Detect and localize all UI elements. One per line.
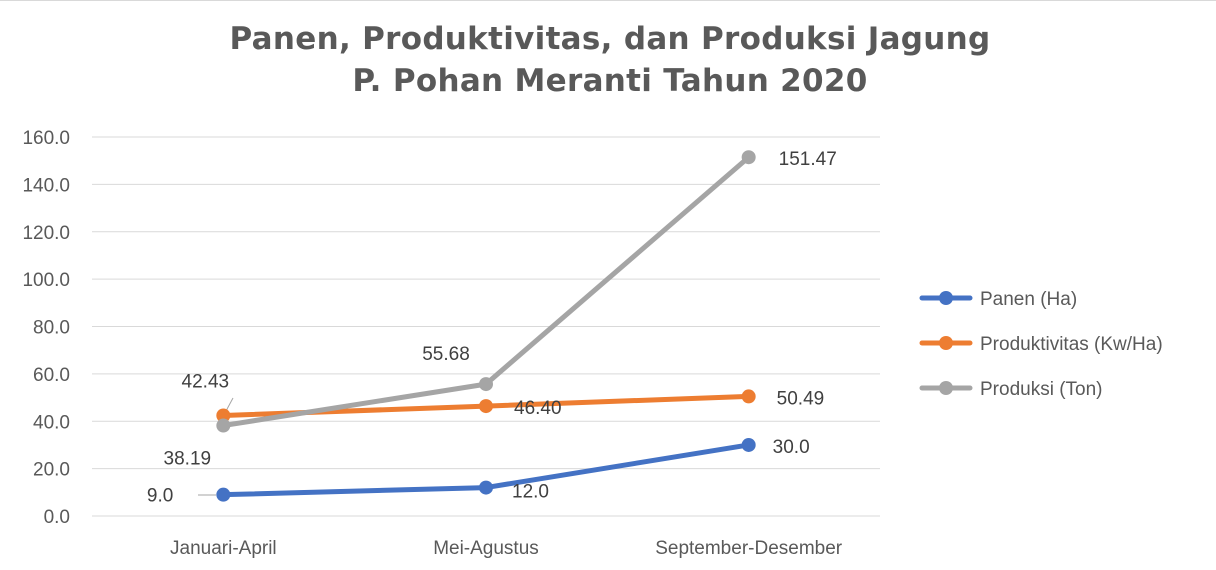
legend-label: Produksi (Ton) [980, 379, 1103, 400]
y-axis-ticks: 0.0 20.0 40.0 60.0 80.0 100.0 120.0 140.0 160.0 [22, 128, 70, 528]
data-point [216, 418, 231, 433]
data-point [741, 389, 756, 404]
legend-label: Produktivitas (Kw/Ha) [980, 334, 1163, 355]
data-label: 46.40 [514, 398, 562, 419]
data-point [741, 437, 756, 452]
y-tick-label: 140.0 [22, 175, 70, 196]
data-point [479, 480, 493, 495]
legend: Panen (Ha) Produktivitas (Kw/Ha) Produksi … [919, 289, 1163, 400]
chart-title-line-1: Panen, Produktivitas, dan Produksi Jagun… [229, 21, 991, 57]
data-point [741, 150, 756, 165]
data-label: 42.43 [182, 371, 230, 392]
x-tick-label: Mei-Agustus [433, 538, 539, 559]
data-labels: 9.0 12.0 30.0 42.43 46.40 50.49 38.19 55.68 151.… [147, 149, 837, 506]
data-label: 9.0 [147, 486, 173, 507]
legend-label: Panen (Ha) [980, 289, 1077, 310]
legend-marker [939, 291, 953, 305]
data-label: 12.0 [512, 482, 549, 503]
data-label: 55.68 [422, 344, 470, 365]
data-label: 50.49 [777, 388, 825, 409]
series-lines [216, 150, 756, 502]
x-tick-label: Januari-April [170, 538, 277, 559]
y-tick-label: 60.0 [33, 365, 70, 386]
legend-marker [939, 336, 953, 350]
y-tick-label: 0.0 [44, 507, 70, 528]
data-point [216, 408, 231, 423]
data-point [479, 377, 493, 392]
data-label: 38.19 [164, 449, 212, 470]
legend-marker [939, 381, 953, 395]
x-axis-ticks: Januari-April Mei-Agustus September-Desemb… [170, 538, 843, 559]
data-point [479, 399, 493, 414]
chart-title-line-2: P. Pohan Meranti Tahun 2020 [352, 63, 868, 99]
y-tick-label: 120.0 [22, 223, 70, 244]
leader-line [225, 397, 234, 412]
label-leader-lines [198, 397, 234, 496]
chart-border [0, 0, 1216, 1]
y-tick-label: 40.0 [33, 412, 70, 433]
data-label: 30.0 [773, 437, 810, 458]
y-tick-label: 100.0 [22, 270, 70, 291]
y-tick-label: 160.0 [22, 128, 70, 149]
y-tick-label: 20.0 [33, 460, 70, 481]
y-tick-label: 80.0 [33, 318, 70, 339]
chart-title: Panen, Produktivitas, dan Produksi Jagun… [90, 18, 1130, 102]
x-tick-label: September-Desember [655, 538, 843, 559]
data-point [216, 487, 231, 502]
data-label: 151.47 [779, 149, 837, 170]
